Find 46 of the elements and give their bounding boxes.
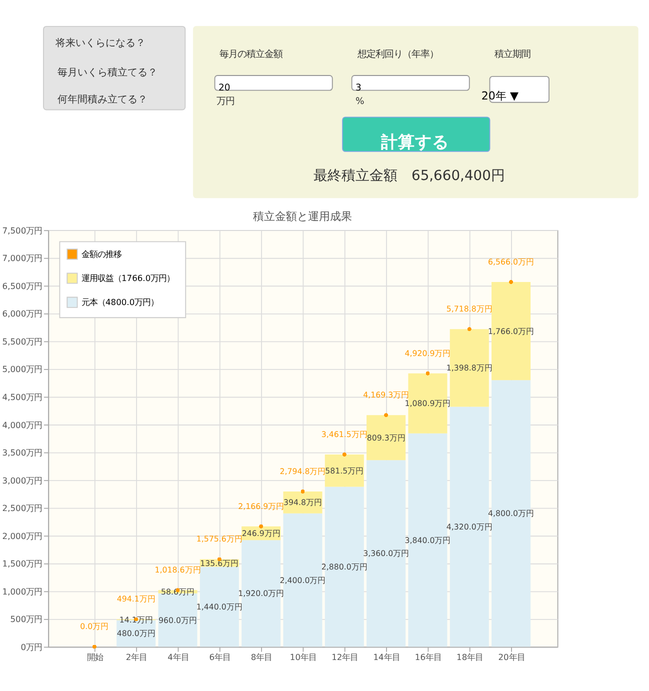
legend-label: 運用収益（1766.0万円）: [81, 273, 175, 284]
y-tick-label: 6,500万円: [2, 280, 42, 291]
x-tick-label: 4年目: [168, 652, 189, 662]
y-tick-label: 4,500万円: [2, 392, 42, 402]
bar: [366, 415, 406, 460]
x-tick-label: 12年目: [332, 652, 358, 662]
y-tick-label: 7,500万円: [2, 225, 42, 236]
text: 20年 ▼: [481, 90, 519, 103]
x-tick-label: 8年目: [250, 652, 272, 662]
text: 最終積立金額 65,660,400円: [313, 168, 505, 184]
x-tick-label: 2年目: [126, 652, 148, 662]
text: 何年間積み立てる？: [57, 93, 148, 106]
text: 毎月いくら積立てる？: [57, 66, 158, 79]
text: 計算する: [380, 132, 449, 152]
text: %: [356, 96, 365, 108]
x-tick-label: 開始: [86, 652, 103, 662]
y-tick-label: 1,000万円: [2, 586, 42, 596]
text: 将来いくらになる？: [54, 36, 146, 49]
y-tick-label: 4,000万円: [2, 420, 42, 430]
bar: [324, 454, 364, 487]
y-tick-label: 3,000万円: [2, 475, 42, 486]
x-tick-label: 20年目: [498, 652, 525, 662]
y-tick-label: 500万円: [10, 614, 42, 624]
x-tick-label: 14年目: [373, 652, 400, 662]
y-tick-label: 6,000万円: [2, 308, 42, 319]
x-tick-label: 18年目: [456, 652, 484, 662]
y-tick-label: 1,500万円: [2, 558, 42, 569]
legend-label: 金額の推移: [81, 248, 122, 259]
y-tick-label: 7,000万円: [2, 253, 42, 264]
y-tick-label: 5,500万円: [2, 336, 42, 346]
text: 毎月の積立金額: [219, 48, 282, 60]
x-tick-label: 6年目: [209, 652, 231, 662]
y-tick-label: 3,500万円: [2, 448, 42, 458]
y-tick-label: 2,000万円: [2, 530, 42, 541]
y-tick-label: 0万円: [20, 642, 42, 652]
y-tick-label: 5,000万円: [2, 364, 42, 374]
legend-label: 元本（4800.0万円）: [81, 297, 159, 308]
text: 20: [218, 82, 230, 94]
chart-title: 積立金額と運用成果: [253, 210, 352, 223]
y-tick-label: 2,500万円: [2, 503, 42, 514]
x-tick-label: 10年目: [290, 652, 317, 662]
text: 想定利回り（年率）: [356, 48, 438, 60]
x-tick-label: 16年目: [414, 652, 442, 662]
text: 積立期間: [494, 48, 530, 60]
text: 万円: [216, 96, 235, 108]
text: 3: [356, 82, 362, 94]
